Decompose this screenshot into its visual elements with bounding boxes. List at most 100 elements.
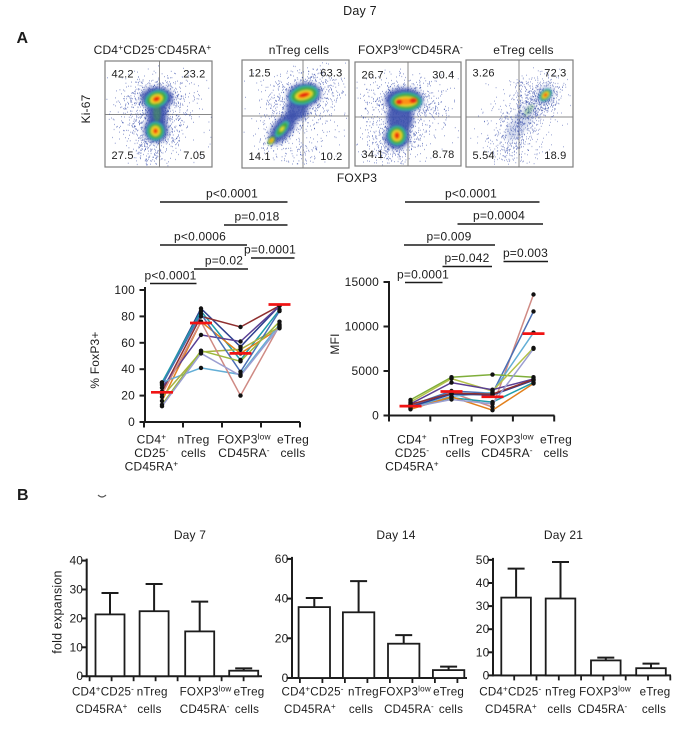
svg-text:12.5: 12.5 [249, 68, 271, 80]
svg-text:10.2: 10.2 [320, 151, 342, 163]
svg-text:p=0.0004: p=0.0004 [473, 209, 525, 223]
svg-text:5.54: 5.54 [473, 150, 495, 162]
svg-text:CD4+: CD4+ [397, 432, 427, 447]
svg-text:eTreg: eTreg [277, 433, 309, 447]
svg-text:40: 40 [121, 362, 135, 376]
svg-text:p=0.0001: p=0.0001 [397, 268, 449, 282]
svg-text:26.7: 26.7 [362, 70, 384, 82]
svg-text:CD45RA+: CD45RA+ [284, 702, 336, 716]
svg-text:Day 14: Day 14 [376, 528, 415, 542]
svg-text:eTreg: eTreg [433, 686, 464, 699]
svg-text:14.1: 14.1 [249, 151, 271, 163]
svg-text:cells: cells [181, 446, 206, 460]
svg-text:40: 40 [476, 576, 490, 590]
svg-text:15000: 15000 [345, 275, 379, 289]
svg-text:Day 7: Day 7 [343, 4, 377, 18]
svg-text:FOXP3low: FOXP3low [379, 685, 431, 699]
svg-text:CD4+CD25-: CD4+CD25- [282, 685, 344, 699]
svg-text:10: 10 [69, 640, 83, 654]
svg-text:40: 40 [275, 592, 289, 606]
svg-text:27.5: 27.5 [112, 150, 134, 162]
svg-text:cells: cells [137, 703, 161, 716]
svg-text:0: 0 [372, 409, 379, 423]
svg-text:nTreg cells: nTreg cells [269, 43, 329, 57]
svg-text:B: B [17, 487, 29, 504]
svg-text:CD45RA+: CD45RA+ [125, 459, 179, 474]
svg-text:50: 50 [476, 553, 490, 567]
svg-text:p=0.018: p=0.018 [234, 210, 279, 224]
svg-text:3.26: 3.26 [473, 68, 495, 80]
svg-text:nTreg: nTreg [178, 433, 210, 447]
svg-text:eTreg: eTreg [234, 686, 265, 699]
svg-text:eTreg: eTreg [640, 686, 671, 699]
svg-text:10: 10 [476, 645, 490, 659]
svg-text:p=0.009: p=0.009 [426, 230, 471, 244]
svg-text:nTreg: nTreg [137, 686, 168, 699]
svg-text:0: 0 [128, 415, 135, 429]
svg-text:18.9: 18.9 [544, 150, 566, 162]
svg-text:20: 20 [121, 389, 135, 403]
svg-text:23.2: 23.2 [183, 69, 205, 81]
svg-text:42.2: 42.2 [112, 69, 134, 81]
svg-text:CD45RA-: CD45RA- [384, 702, 434, 716]
svg-text:CD45RA+: CD45RA+ [385, 459, 439, 474]
svg-text:CD4+CD25-CD45RA+: CD4+CD25-CD45RA+ [94, 42, 212, 57]
svg-text:60: 60 [121, 336, 135, 350]
svg-text:40: 40 [69, 554, 83, 568]
svg-text:cells: cells [547, 703, 571, 716]
svg-text:CD45RA+: CD45RA+ [485, 702, 537, 716]
svg-text:p<0.0006: p<0.0006 [174, 230, 226, 244]
svg-text:fold expansion: fold expansion [51, 570, 65, 653]
svg-text:0: 0 [282, 671, 289, 685]
svg-text:5000: 5000 [352, 364, 380, 378]
svg-text:p=0.042: p=0.042 [444, 251, 489, 265]
svg-text:p<0.0001: p<0.0001 [145, 269, 197, 283]
svg-text:63.3: 63.3 [320, 68, 342, 80]
svg-text:FOXP3lowCD45RA-: FOXP3lowCD45RA- [358, 42, 463, 57]
svg-text:p=0.0001: p=0.0001 [244, 243, 296, 257]
svg-text:cells: cells [543, 446, 568, 460]
svg-text:nTreg: nTreg [545, 686, 576, 699]
svg-text:cells: cells [439, 703, 463, 716]
svg-text:FOXP3low: FOXP3low [480, 432, 534, 447]
svg-text:CD45RA-: CD45RA- [481, 445, 533, 460]
svg-text:100: 100 [114, 283, 135, 297]
svg-text:cells: cells [642, 703, 666, 716]
svg-text:A: A [17, 30, 29, 47]
svg-text:80: 80 [121, 309, 135, 323]
svg-text:Ki-67: Ki-67 [79, 94, 93, 123]
svg-text:0: 0 [483, 668, 490, 682]
svg-text:10000: 10000 [345, 320, 379, 334]
svg-text:CD45RA-: CD45RA- [180, 702, 230, 716]
svg-text:Day 7: Day 7 [174, 528, 206, 542]
svg-text:7.05: 7.05 [183, 150, 205, 162]
svg-text:CD25-: CD25- [134, 445, 168, 460]
svg-text:nTreg: nTreg [348, 686, 379, 699]
svg-text:CD4+: CD4+ [137, 432, 167, 447]
svg-text:eTreg cells: eTreg cells [493, 43, 553, 57]
svg-text:20: 20 [69, 611, 83, 625]
svg-text:FOXP3: FOXP3 [337, 171, 377, 185]
svg-text:CD25-: CD25- [395, 445, 429, 460]
svg-text:p<0.0001: p<0.0001 [206, 187, 258, 201]
svg-text:cells: cells [445, 446, 470, 460]
svg-text:eTreg: eTreg [540, 433, 572, 447]
svg-text:0: 0 [76, 669, 83, 683]
svg-text:FOXP3low: FOXP3low [579, 685, 631, 699]
svg-text:8.78: 8.78 [432, 149, 454, 161]
svg-text:CD45RA-: CD45RA- [578, 702, 628, 716]
svg-text:p=0.02: p=0.02 [205, 254, 243, 268]
svg-text:30: 30 [69, 583, 83, 597]
svg-text:nTreg: nTreg [442, 433, 474, 447]
svg-text:CD45RA-: CD45RA- [218, 445, 270, 460]
svg-text:cells: cells [235, 703, 259, 716]
svg-text:CD4+CD25-: CD4+CD25- [479, 685, 541, 699]
svg-text:30.4: 30.4 [432, 70, 454, 82]
svg-text:20: 20 [275, 631, 289, 645]
svg-text:cells: cells [280, 446, 305, 460]
svg-text:p=0.003: p=0.003 [503, 246, 548, 260]
svg-text:% FoxP3+: % FoxP3+ [88, 331, 102, 388]
svg-text:CD45RA+: CD45RA+ [76, 702, 128, 716]
svg-text:CD4+CD25-: CD4+CD25- [72, 685, 134, 699]
svg-text:20: 20 [476, 622, 490, 636]
